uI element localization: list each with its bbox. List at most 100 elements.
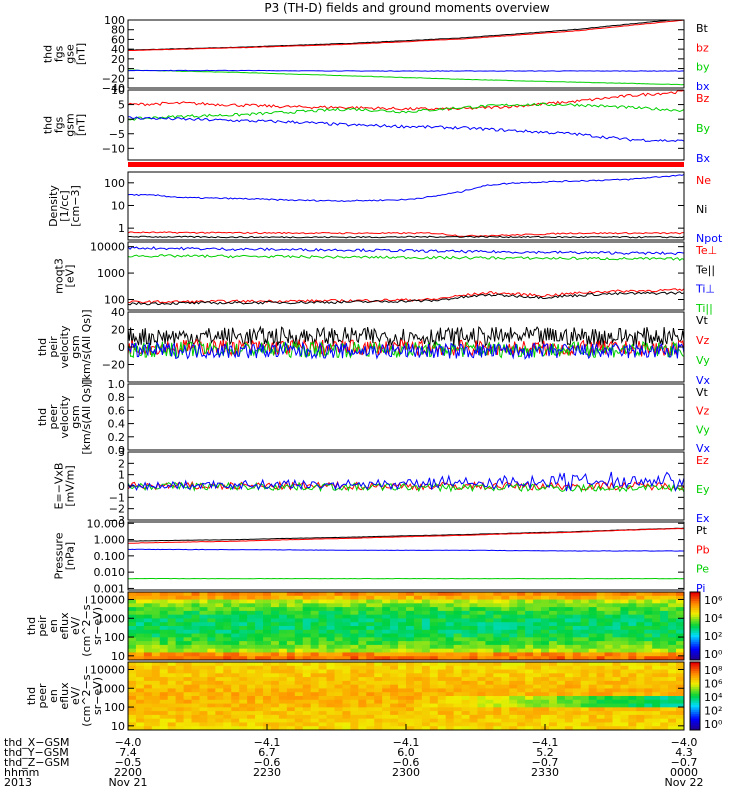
- spectrogram-cell: [660, 595, 669, 601]
- spectrogram-cell: [294, 618, 304, 623]
- spectrogram-cell: [374, 607, 383, 612]
- spectrogram-cell: [517, 665, 526, 671]
- spectrogram-cell: [533, 592, 542, 597]
- spectrogram-cell: [159, 699, 169, 705]
- spectrogram-cell: [374, 648, 383, 654]
- spectrogram-cell: [207, 614, 216, 620]
- spectrogram-cell: [580, 629, 590, 635]
- spectrogram-cell: [564, 707, 574, 712]
- spectrogram-cell: [636, 633, 645, 638]
- spectrogram-cell: [310, 688, 320, 693]
- colorbar-segment: [690, 603, 700, 607]
- spectrogram-cell: [572, 622, 582, 627]
- spectrogram-cell: [183, 665, 193, 671]
- spectrogram-cell: [255, 662, 264, 667]
- spectrogram-cell: [580, 711, 590, 716]
- spectrogram-cell: [167, 677, 177, 682]
- spectrogram-cell: [668, 614, 677, 620]
- spectrogram-cell: [382, 607, 391, 612]
- spectrogram-cell: [223, 614, 232, 620]
- spectrogram-cell: [374, 641, 383, 646]
- spectrogram-cell: [453, 696, 463, 701]
- spectrogram-cell: [477, 607, 487, 612]
- spectrogram-cell: [270, 629, 280, 635]
- spectrogram-cell: [231, 622, 240, 627]
- spectrogram-cell: [461, 641, 471, 646]
- spectrogram-cell: [199, 673, 209, 678]
- spectrogram-cell: [286, 688, 296, 693]
- spectrogram-cell: [445, 641, 455, 646]
- spectrogram-cell: [469, 714, 479, 720]
- y-tick-label: 0.0: [108, 444, 126, 457]
- spectrogram-cell: [199, 648, 209, 654]
- spectrogram-cell: [620, 622, 629, 627]
- spectrogram-cell: [501, 718, 510, 724]
- spectrogram-cell: [302, 622, 312, 627]
- spectrogram-cell: [612, 707, 622, 712]
- spectrogram-cell: [453, 595, 463, 601]
- spectrogram-cell: [620, 662, 629, 667]
- spectrogram-cell: [191, 662, 201, 667]
- y-tick-label: 100: [104, 701, 125, 714]
- spectrogram-cell: [382, 692, 391, 697]
- panel-peer_v: 1.00.80.60.40.20.0thdpeervelocitygsm[km/…: [36, 378, 711, 457]
- spectrogram-cell: [207, 603, 216, 608]
- panel-frame: [127, 241, 685, 311]
- spectrogram-cell: [477, 595, 487, 601]
- spectrogram-cell: [255, 669, 264, 674]
- y-axis-label: [nT]: [75, 114, 88, 136]
- spectrogram-cell: [501, 644, 510, 650]
- spectrogram-cell: [636, 595, 645, 601]
- spectrogram-cell: [167, 603, 177, 608]
- spectrogram-cell: [461, 718, 471, 724]
- spectrogram-cell: [247, 595, 256, 601]
- spectrogram-cell: [469, 633, 479, 638]
- spectrogram-cell: [390, 599, 399, 604]
- spectrogram-cell: [660, 722, 669, 727]
- spectrogram-cell: [366, 688, 375, 693]
- spectrogram-cell: [358, 629, 367, 635]
- spectrogram-cell: [215, 718, 224, 724]
- spectrogram-cell: [231, 614, 240, 620]
- spectrogram-cell: [278, 592, 288, 597]
- y-tick-label: 1000: [97, 612, 125, 625]
- spectrogram-cell: [358, 614, 367, 620]
- spectrogram-cell: [406, 662, 415, 667]
- spectrogram-cell: [310, 673, 320, 678]
- spectrogram-cell: [286, 711, 296, 716]
- spectrogram-cell: [199, 707, 209, 712]
- spectrogram-cell: [310, 722, 320, 727]
- spectrogram-cell: [676, 726, 684, 730]
- spectrogram-cell: [151, 622, 161, 627]
- spectrogram-cell: [135, 644, 145, 650]
- spectrogram-cell: [628, 603, 637, 608]
- legend-entry: Pe: [696, 563, 709, 576]
- spectrogram-cell: [223, 726, 232, 730]
- spectrogram-cell: [501, 696, 510, 701]
- spectrogram-cell: [533, 595, 542, 601]
- spectrogram-cell: [263, 641, 272, 646]
- spectrogram-cell: [517, 707, 526, 712]
- spectrogram-cell: [612, 673, 622, 678]
- spectrogram-cell: [509, 656, 518, 660]
- spectrogram-cell: [143, 692, 153, 697]
- spectrogram-cell: [509, 726, 518, 730]
- spectrogram-cell: [429, 603, 439, 608]
- spectrogram-cell: [437, 703, 447, 708]
- spectrogram-cell: [342, 703, 351, 708]
- spectrogram-cell: [207, 680, 216, 686]
- spectrogram-cell: [366, 692, 375, 697]
- spectrogram-cell: [167, 648, 177, 654]
- spectrogram-cell: [636, 665, 645, 671]
- spectrogram-cell: [247, 699, 256, 705]
- spectrogram-cell: [652, 603, 661, 608]
- spectrogram-cell: [278, 652, 288, 657]
- spectrogram-cell: [413, 644, 423, 650]
- spectrogram-cell: [239, 656, 248, 660]
- spectrogram-cell: [239, 726, 248, 730]
- spectrogram-cell: [660, 648, 669, 654]
- spectrogram-cell: [239, 703, 248, 708]
- spectrogram-cell: [286, 603, 296, 608]
- spectrogram-cell: [191, 677, 201, 682]
- colorbar-segment: [690, 630, 700, 634]
